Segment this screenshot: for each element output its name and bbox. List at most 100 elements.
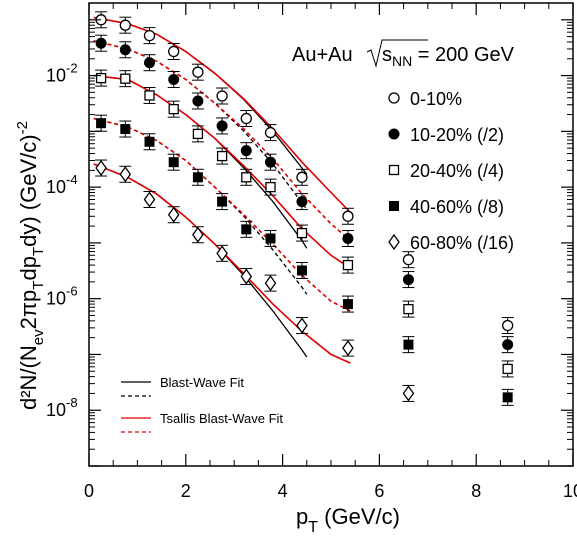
- data-point: [216, 87, 229, 105]
- data-point: [143, 54, 156, 72]
- data-point: [191, 168, 204, 186]
- data-marker: [342, 339, 354, 357]
- y-axis-title: d²N/(Nev2πpTdpTdy) (GeV/c)-2: [14, 121, 47, 410]
- data-point: [402, 251, 415, 269]
- tsallis-fit-curve: [93, 16, 351, 214]
- energy-subscript: NN: [392, 53, 412, 69]
- data-marker: [144, 90, 155, 101]
- data-marker: [95, 37, 107, 49]
- data-marker: [216, 90, 228, 102]
- data-point: [240, 109, 253, 127]
- data-marker: [502, 363, 513, 375]
- data-marker: [402, 254, 415, 266]
- data-point: [143, 86, 156, 104]
- data-marker: [296, 317, 308, 334]
- legend: 0-10% 10-20% (/2) 20-40% (/4) 40-60% (/8) 60…: [388, 89, 514, 253]
- legend-entry: 40-60% (/8): [389, 197, 504, 217]
- data-marker: [403, 303, 414, 315]
- data-markers: [95, 11, 514, 406]
- data-marker: [168, 157, 179, 168]
- fit-curves: [93, 16, 351, 364]
- data-marker: [264, 275, 277, 292]
- data-marker: [296, 227, 308, 239]
- data-marker: [167, 206, 180, 223]
- fit-legend: Blast-Wave Fit Tsallis Blast-Wave Fit: [121, 375, 283, 433]
- data-point: [341, 339, 354, 357]
- data-marker: [144, 136, 155, 147]
- y-tick-label: 10-4: [46, 172, 78, 197]
- sqrt-symbol: [366, 39, 428, 68]
- data-point: [191, 92, 204, 110]
- x-tick-label: 6: [374, 481, 384, 501]
- data-marker: [240, 145, 252, 157]
- data-point: [501, 360, 514, 378]
- collision-annotation: Au+Au: [292, 44, 353, 66]
- data-marker: [342, 299, 353, 310]
- x-tick-label: 8: [471, 481, 481, 501]
- data-point: [167, 71, 180, 89]
- data-point: [119, 165, 132, 183]
- data-marker: [96, 118, 107, 129]
- svg-text:sNN = 200 GeV: sNN = 200 GeV: [382, 44, 515, 69]
- data-point: [402, 300, 415, 318]
- legend-label: 40-60% (/8): [410, 197, 504, 217]
- data-marker: [217, 196, 228, 207]
- y-tick-label: 10-8: [46, 395, 78, 420]
- data-point: [341, 229, 354, 247]
- data-marker: [240, 268, 253, 285]
- data-marker: [502, 392, 513, 403]
- data-marker: [120, 73, 131, 84]
- legend-entry: 10-20% (/2): [388, 125, 504, 145]
- data-point: [191, 63, 204, 81]
- legend-entry: 0-10%: [388, 89, 462, 109]
- fit-legend-label: Blast-Wave Fit: [160, 375, 244, 390]
- data-marker: [216, 120, 228, 132]
- data-point: [295, 168, 308, 186]
- data-marker: [402, 385, 415, 402]
- data-point: [119, 70, 132, 88]
- data-marker: [192, 66, 204, 78]
- tsallis-fit-curve: [93, 74, 351, 269]
- data-marker: [144, 57, 155, 69]
- data-marker: [216, 150, 228, 162]
- tsallis-fit-curve: [93, 40, 351, 242]
- data-point: [402, 384, 415, 402]
- data-point: [264, 124, 277, 142]
- legend-marker: [388, 164, 400, 176]
- x-tick-label: 4: [278, 481, 288, 501]
- fit-legend-entry: Tsallis Blast-Wave Fit: [121, 411, 283, 433]
- data-marker: [342, 232, 354, 244]
- data-point: [216, 147, 229, 165]
- data-point: [341, 207, 354, 225]
- data-point: [119, 41, 132, 59]
- data-marker: [342, 259, 354, 271]
- data-marker: [95, 72, 107, 84]
- blast-wave-fit-curve: [93, 16, 308, 175]
- data-point: [95, 114, 108, 132]
- data-point: [295, 317, 308, 335]
- data-point: [264, 153, 277, 171]
- y-tick-label: 10-6: [46, 284, 78, 309]
- energy-value: = 200 GeV: [412, 44, 514, 66]
- data-marker: [241, 224, 252, 235]
- data-point: [167, 206, 180, 224]
- data-marker: [342, 210, 354, 222]
- energy-symbol: s: [382, 44, 392, 66]
- data-point: [167, 43, 180, 61]
- blast-wave-fit-curve: [93, 117, 308, 295]
- data-point: [191, 226, 204, 244]
- x-tick-label: 10: [563, 481, 577, 501]
- data-marker: [502, 319, 514, 332]
- data-point: [95, 34, 108, 52]
- data-point: [216, 244, 229, 262]
- data-marker: [95, 159, 107, 177]
- data-marker: [402, 274, 414, 286]
- data-point: [167, 153, 180, 171]
- data-point: [341, 256, 354, 274]
- legend-entry: 20-40% (/4): [388, 161, 504, 181]
- data-marker: [216, 245, 228, 262]
- data-marker: [192, 128, 204, 140]
- blast-wave-fit-curve: [93, 163, 308, 358]
- data-marker: [265, 233, 276, 244]
- data-marker: [296, 171, 308, 183]
